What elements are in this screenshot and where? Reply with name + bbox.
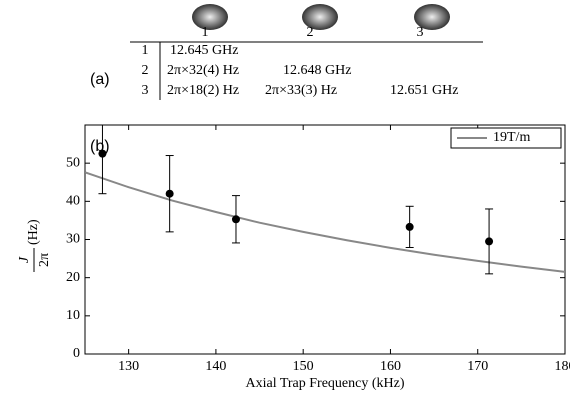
table-cell: 12.648 GHz [283,63,351,78]
x-tick-label: 180 [555,359,570,374]
x-tick-label: 160 [380,359,401,374]
row-label: 3 [142,83,149,98]
data-point [405,222,414,231]
x-tick-label: 170 [467,359,488,374]
table-cell: 2π×18(2) Hz [167,83,239,98]
y-tick-label: 30 [66,232,80,247]
table-cell: 2π×32(4) Hz [167,63,239,78]
y-label-denominator: 2π [37,253,52,267]
table-cell: 12.651 GHz [390,83,458,98]
table-cell: 12.645 GHz [170,43,238,58]
x-tick-label: 130 [118,359,139,374]
ion-images [192,4,450,30]
y-tick-label: 20 [66,270,80,285]
plot-area [85,125,565,275]
data-point [165,189,174,198]
column-label: 1 [202,25,209,40]
legend-label: 19T/m [493,130,530,145]
column-label: 2 [307,25,314,40]
y-label-numerator: J [17,256,32,263]
row-label: 2 [142,63,149,78]
legend-box [450,127,562,149]
panel-label: (a) [90,71,110,88]
x-axis-label: Axial Trap Frequency (kHz) [245,376,404,391]
y-tick-label: 0 [73,346,80,361]
ion-image [302,4,338,30]
ion-image [414,4,450,30]
chart: 130 140 150 160 170 180 0 10 20 30 40 50 Axial Trap … [17,124,570,391]
data-point [231,215,240,224]
plot-frame [84,124,566,355]
data-point [485,237,494,246]
y-tick-label: 50 [66,155,80,170]
table-cell: 2π×33(3) Hz [265,83,337,98]
fit-line [85,171,565,273]
row-label: 1 [142,43,149,58]
x-tick-label: 150 [293,359,314,374]
ion-image [192,4,228,30]
y-label-unit: (Hz) [26,219,41,245]
y-tick-label: 10 [66,308,80,323]
y-axis-label: J 2π (Hz) [17,219,52,272]
table: 1 2 3 1 12.645 GHz 2 2π×32(4) Hz 12.648 GHz 3 2π×… [142,25,459,98]
data-point [98,149,107,158]
x-tick-label: 140 [205,359,226,374]
y-tick-label: 40 [66,194,80,209]
column-label: 3 [417,25,424,40]
